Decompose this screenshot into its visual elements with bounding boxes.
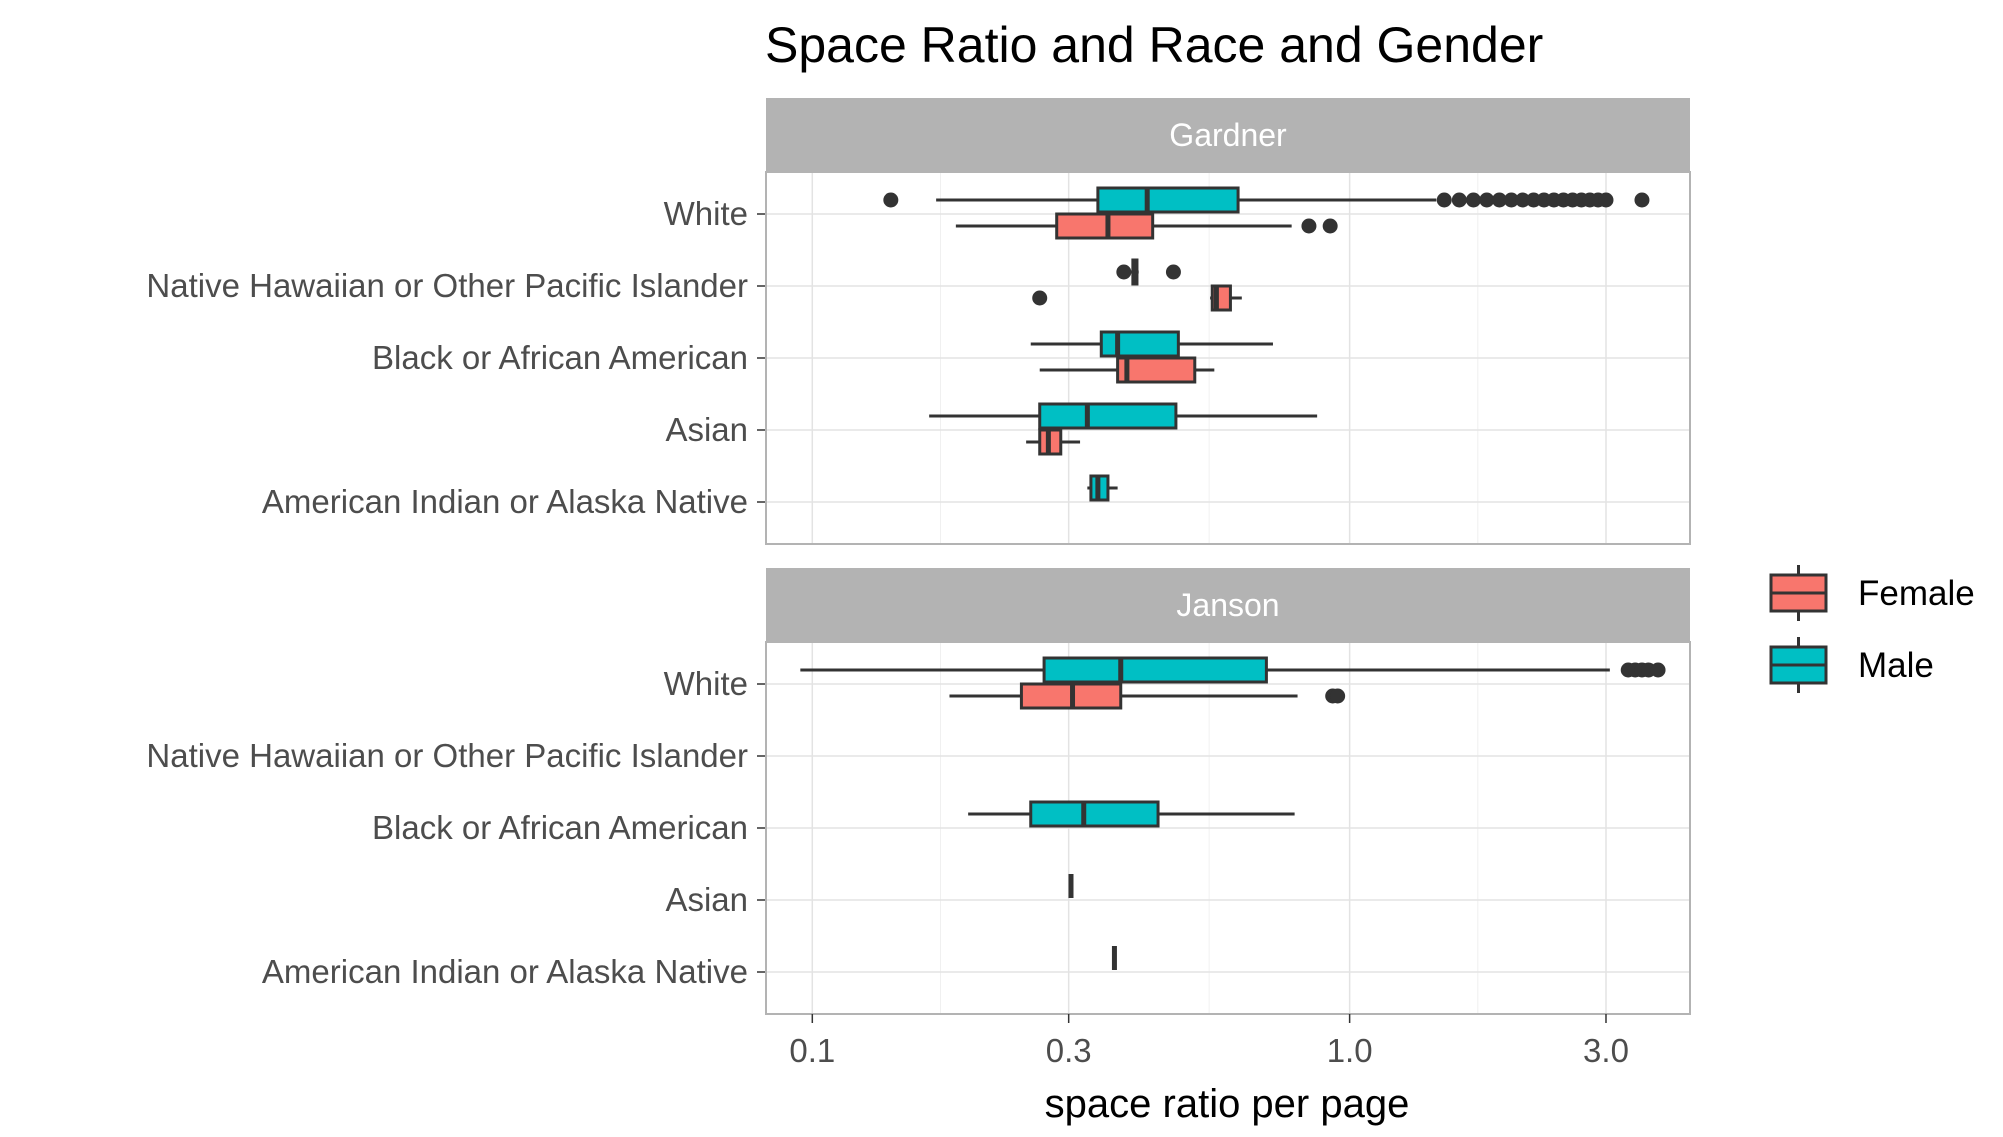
x-axis-title: space ratio per page (1045, 1082, 1410, 1126)
y-tick-label: White (664, 195, 748, 232)
strip-background (766, 98, 1690, 172)
box-male (1087, 474, 1118, 502)
strip-background (766, 568, 1690, 642)
y-tick-label: Black or African American (372, 339, 748, 376)
box-male (1030, 330, 1273, 358)
outlier-point (1650, 662, 1666, 678)
chart-title: Space Ratio and Race and Gender (765, 17, 1543, 73)
outlier-point (1479, 192, 1495, 208)
legend-label: Female (1858, 574, 1975, 613)
y-tick-label: American Indian or Alaska Native (262, 483, 748, 520)
outlier-point (1032, 290, 1048, 306)
box-male (800, 656, 1666, 684)
y-tick-label: Native Hawaiian or Other Pacific Islande… (146, 267, 748, 304)
outlier-point (1515, 192, 1531, 208)
box-male (929, 402, 1318, 430)
outlier-point (1116, 264, 1132, 280)
legend-item-female: Female (1769, 565, 1975, 621)
legend-item-male: Male (1769, 637, 1934, 693)
panel-janson: Janson White Native Hawaiian or Other Paci… (146, 568, 1691, 1015)
outlier-point (883, 192, 899, 208)
box-iqr (1099, 330, 1180, 358)
outlier-point (1491, 192, 1507, 208)
panel-gardner: Gardner White Native Hawaiian or Other Pac… (146, 98, 1691, 545)
y-tick-label: Black or African American (372, 809, 748, 846)
outlier-point (1634, 192, 1650, 208)
box-female (1026, 428, 1081, 456)
box-iqr (1029, 800, 1160, 828)
box-female (949, 682, 1346, 710)
outlier-point (1301, 218, 1317, 234)
box-female (1039, 356, 1215, 384)
y-tick-label: Asian (665, 411, 748, 448)
box-iqr (1038, 402, 1178, 430)
outlier-point (1526, 192, 1542, 208)
box-iqr (1096, 186, 1240, 214)
x-tick-label: 3.0 (1583, 1032, 1629, 1069)
y-tick-label: Asian (665, 881, 748, 918)
strip-label: Gardner (1169, 117, 1287, 153)
outlier-point (1436, 192, 1452, 208)
box-iqr (1042, 656, 1268, 684)
legend-label: Male (1858, 646, 1934, 685)
outlier-point (1451, 192, 1467, 208)
box-male (1116, 258, 1181, 286)
box-female (1032, 284, 1242, 312)
y-tick-label: Native Hawaiian or Other Pacific Islande… (146, 737, 748, 774)
legend: Female Male (1769, 565, 1975, 693)
outlier-point (1503, 192, 1519, 208)
strip-label: Janson (1176, 587, 1279, 623)
outlier-point (1598, 192, 1614, 208)
x-tick-label: 0.3 (1046, 1032, 1092, 1069)
outlier-point (1465, 192, 1481, 208)
x-tick-label: 0.1 (789, 1032, 835, 1069)
x-tick-label: 1.0 (1327, 1032, 1373, 1069)
outlier-point (1330, 688, 1346, 704)
y-tick-label: White (664, 665, 748, 702)
box-iqr (1116, 356, 1197, 384)
outlier-point (1322, 218, 1338, 234)
panel-border (765, 641, 1691, 1015)
y-tick-label: American Indian or Alaska Native (262, 953, 748, 990)
outlier-point (1165, 264, 1181, 280)
box-male (883, 186, 1650, 214)
box-male (968, 800, 1295, 828)
box-female (955, 212, 1338, 240)
panel-border (765, 171, 1691, 545)
panels: Gardner White Native Hawaiian or Other Pac… (146, 98, 1691, 1015)
x-axis: 0.1 0.3 1.0 3.0 (789, 1014, 1629, 1069)
box-iqr (1055, 212, 1155, 240)
